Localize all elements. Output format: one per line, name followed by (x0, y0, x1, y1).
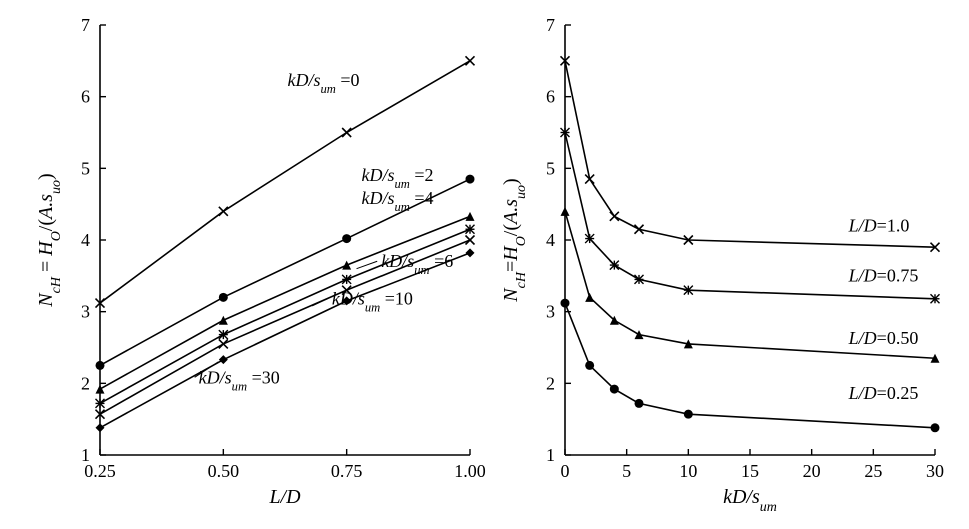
series-L/D=0.25 (565, 303, 935, 428)
svg-text:5: 5 (81, 158, 90, 178)
svg-text:NcH = HO/(A.suo): NcH = HO/(A.suo) (35, 173, 64, 307)
svg-text:0.50: 0.50 (208, 461, 240, 481)
svg-text:15: 15 (741, 461, 759, 481)
svg-text:kD/sum: kD/sum (723, 486, 777, 515)
svg-text:20: 20 (803, 461, 821, 481)
svg-text:L/D=1.0: L/D=1.0 (848, 215, 910, 235)
svg-text:5: 5 (546, 158, 555, 178)
svg-text:2: 2 (546, 373, 555, 393)
svg-text:7: 7 (546, 15, 555, 35)
svg-text:25: 25 (864, 461, 882, 481)
svg-text:6: 6 (81, 87, 90, 107)
series-kD/sum=4 (100, 216, 470, 389)
svg-text:30: 30 (926, 461, 944, 481)
dual-line-chart: 1 2 3 4 5 6 7 0.25 0.50 0.75 1.00 kD/sum =0 kD/sum =… (0, 0, 969, 529)
svg-text:4: 4 (81, 230, 90, 250)
svg-text:kD/sum =4: kD/sum =4 (361, 188, 433, 214)
svg-text:kD/sum =0: kD/sum =0 (287, 70, 359, 96)
svg-text:6: 6 (546, 87, 555, 107)
left-panel: 12345670.250.500.751.00kD/sum =0kD/sum =… (35, 15, 486, 508)
svg-text:2: 2 (81, 373, 90, 393)
svg-text:5: 5 (622, 461, 631, 481)
svg-text:0: 0 (561, 461, 570, 481)
svg-text:1: 1 (546, 445, 555, 465)
series-kD/sum=30 (100, 253, 470, 428)
svg-text:4: 4 (546, 230, 555, 250)
svg-text:L/D=0.75: L/D=0.75 (848, 266, 919, 286)
svg-text:3: 3 (546, 302, 555, 322)
svg-text:kD/sum =30: kD/sum =30 (199, 367, 280, 393)
svg-text:10: 10 (679, 461, 697, 481)
svg-text:L/D=0.25: L/D=0.25 (848, 383, 919, 403)
svg-text:0.25: 0.25 (84, 461, 116, 481)
svg-text:0.75: 0.75 (331, 461, 363, 481)
svg-text:NcH=HO/(A.suo): NcH=HO/(A.suo) (500, 178, 529, 302)
svg-text:L/D=0.50: L/D=0.50 (848, 328, 919, 348)
svg-text:7: 7 (81, 15, 90, 35)
svg-text:3: 3 (81, 302, 90, 322)
svg-text:1.00: 1.00 (454, 461, 486, 481)
right-panel: 1 2 3 4 5 6 7 0 5 10 15 20 25 30 L/D=1.0 L/D=0.75 L/D=0.… (500, 15, 944, 515)
svg-text:L/D: L/D (268, 486, 301, 508)
